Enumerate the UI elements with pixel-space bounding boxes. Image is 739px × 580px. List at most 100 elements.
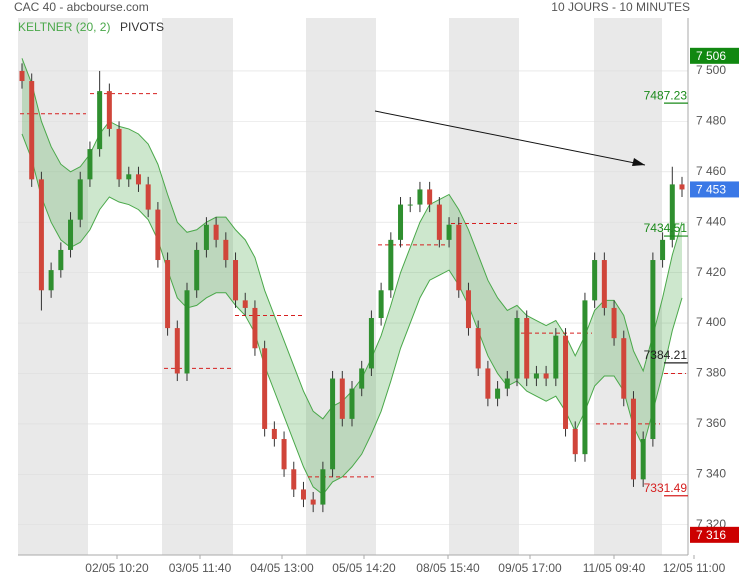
candle-body: [630, 398, 636, 480]
candle-body: [407, 204, 413, 206]
candle-body: [145, 184, 151, 210]
candle-body: [223, 239, 229, 261]
candle-body: [533, 373, 539, 379]
y-tick-label: 7 440: [696, 214, 726, 228]
arrow-head: [632, 158, 645, 166]
candle-body: [68, 219, 74, 250]
candle-body: [368, 318, 374, 369]
x-tick-label: 09/05 17:00: [498, 561, 562, 575]
candle-body: [427, 189, 433, 205]
candle-body: [621, 338, 627, 399]
candle-body: [582, 300, 588, 455]
level-label: 7331.49: [644, 481, 688, 495]
candle-body: [310, 499, 316, 505]
candle-body: [553, 335, 559, 379]
candle-body: [184, 290, 190, 374]
x-tick-label: 12/05 11:00: [663, 561, 726, 575]
candle-body: [291, 469, 297, 490]
candle-body: [660, 239, 666, 261]
candle-body: [475, 328, 481, 369]
level-label: 7384.21: [644, 348, 688, 362]
annotation-arrow: [374, 110, 646, 166]
candle-body: [398, 204, 404, 240]
x-tick-label: 02/05 10:20: [85, 561, 149, 575]
candle-body: [349, 388, 355, 419]
legend-pivots: PIVOTS: [120, 20, 164, 34]
candle-body: [640, 439, 646, 480]
candle-body: [213, 224, 219, 240]
price-tag: [690, 181, 739, 198]
candle-body: [514, 318, 520, 379]
legend-keltner: KELTNER (20, 2): [18, 20, 110, 34]
candle-body: [126, 174, 132, 180]
level-label: 7487.23: [644, 88, 688, 102]
x-tick-label: 04/05 13:00: [250, 561, 314, 575]
candle-body: [524, 318, 530, 379]
candle-body: [194, 249, 200, 291]
candle-body: [456, 224, 462, 291]
candle-body: [330, 378, 336, 470]
candle-body: [262, 348, 268, 429]
candle-body: [436, 204, 442, 240]
candle-body: [504, 378, 510, 389]
candle-body: [252, 307, 258, 349]
candle-body: [339, 378, 345, 419]
candle-body: [77, 179, 83, 220]
candle-body: [58, 249, 64, 271]
candle-body: [155, 209, 161, 261]
price-tag: [690, 526, 739, 543]
price-tag-label: 7 506: [696, 49, 726, 63]
candle-body: [543, 373, 549, 379]
candle-body: [281, 439, 287, 470]
candle-body: [572, 428, 578, 455]
candle-body: [669, 184, 675, 240]
x-tick-label: 03/05 11:40: [169, 561, 232, 575]
candle-body: [203, 224, 209, 250]
y-tick-label: 7 400: [696, 315, 726, 329]
candle-body: [378, 290, 384, 319]
x-tick-label: 08/05 15:40: [416, 561, 480, 575]
candle-body: [563, 335, 569, 429]
level-label: 7434.51: [644, 221, 688, 235]
candle-body: [485, 368, 491, 399]
price-tag-label: 7 453: [696, 183, 726, 197]
candle-body: [601, 260, 607, 308]
x-tick-label: 05/05 14:20: [332, 561, 396, 575]
candle-body: [495, 388, 501, 399]
y-tick-label: 7 380: [696, 366, 726, 380]
chart-subtitle: 10 JOURS - 10 MINUTES: [551, 0, 690, 14]
candle-body: [359, 368, 365, 389]
candle-body: [300, 489, 306, 500]
keltner-lower: [21, 133, 683, 496]
y-tick-label: 7 500: [696, 63, 726, 77]
y-tick-label: 7 420: [696, 265, 726, 279]
candle-body: [233, 260, 239, 301]
candle-body: [320, 469, 326, 505]
session-shade: [306, 18, 376, 555]
chart-title: CAC 40 - abcbourse.com: [14, 0, 149, 14]
background: [18, 18, 688, 555]
y-tick-label: 7 360: [696, 416, 726, 430]
candle-body: [87, 149, 93, 180]
candle-body: [38, 179, 44, 291]
candle-body: [106, 91, 112, 129]
x-tick-label: 11/05 09:40: [583, 561, 646, 575]
price-tag-label: 7 316: [696, 528, 726, 542]
candle-body: [679, 184, 685, 190]
candle-body: [174, 328, 180, 374]
candle-body: [116, 128, 122, 180]
candle-body: [592, 260, 598, 301]
candle-body: [417, 189, 423, 205]
candle-body: [242, 300, 248, 308]
candle-body: [611, 307, 617, 339]
candle-body: [97, 91, 103, 150]
y-tick-label: 7 480: [696, 114, 726, 128]
candle-body: [29, 81, 35, 180]
candle-body: [165, 260, 171, 329]
candle-body: [135, 174, 141, 185]
price-tag: [690, 47, 739, 64]
candle-body: [48, 270, 54, 291]
candle-body: [19, 70, 25, 82]
